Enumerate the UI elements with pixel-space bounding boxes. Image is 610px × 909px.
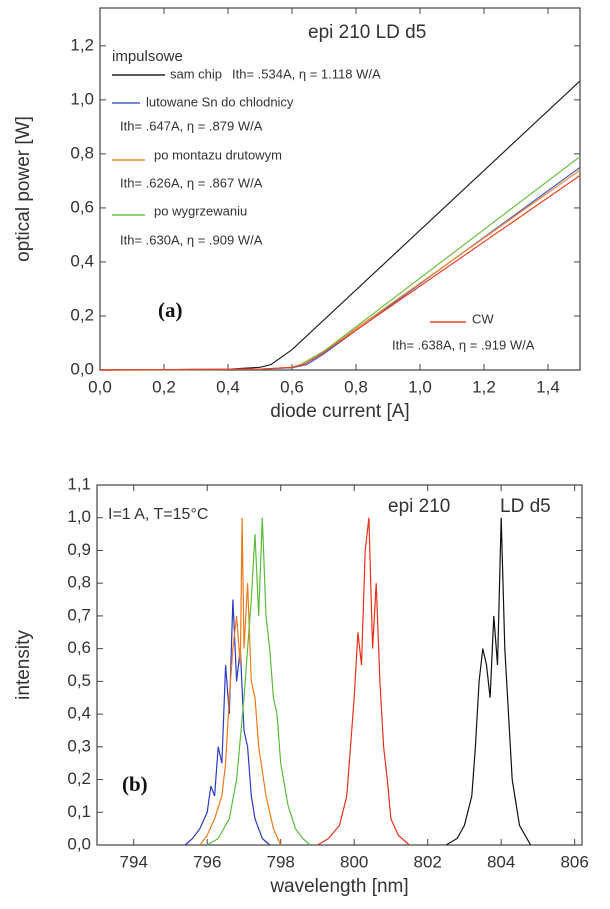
annotation: I=1 A, T=15°C [108,506,208,523]
legend-label: lutowane Sn do chlodnicy [146,94,294,109]
x-tick-label: 796 [193,852,221,871]
y-tick-label: 0,4 [67,704,91,723]
legend-annotation: Ith= .626A, η = .867 W/A [120,175,263,190]
y-tick-label: 0,2 [70,305,94,324]
legend-annotation: Ith= .534A, η = 1.118 W/A [232,66,381,81]
x-axis-label: wavelength [nm] [269,876,408,897]
legend-label: po wygrzewaniu [154,203,247,218]
y-tick-label: 0,6 [67,638,91,657]
chart-title: epi 210 [388,496,450,517]
y-tick-label: 0,6 [70,197,94,216]
x-tick-label: 0,8 [344,377,368,396]
legend-annotation: Ith= .647A, η = .879 W/A [120,118,263,133]
chart-title: epi 210 LD d5 [308,22,426,43]
y-tick-label: 0,9 [67,540,91,559]
y-tick-label: 0,2 [67,769,91,788]
data-line [184,599,271,846]
y-tick-label: 0,5 [67,671,91,690]
data-line [99,175,581,371]
y-tick-label: 1,0 [67,507,91,526]
y-tick-label: 1,2 [70,35,94,54]
x-tick-label: 806 [560,852,588,871]
legend-title: impulsowe [112,48,183,65]
legend-label: po montazu drutowym [154,147,282,162]
y-tick-label: 1,0 [70,89,94,108]
y-axis-label: intensity [13,630,34,700]
legend-annotation: Ith= .630A, η = .909 W/A [120,232,263,247]
y-tick-label: 1,1 [67,474,91,493]
y-tick-label: 0,8 [70,143,94,162]
legend-label: CW [472,311,494,326]
y-tick-label: 0,0 [70,359,94,378]
x-tick-label: 0,0 [88,377,112,396]
legend-annotation: Ith= .638A, η = .919 W/A [392,337,535,352]
y-tick-label: 0,8 [67,573,91,592]
x-tick-label: 1,2 [472,377,496,396]
panel-label: (b) [122,772,148,796]
x-tick-label: 798 [267,852,295,871]
x-tick-label: 1,4 [536,377,560,396]
x-tick-label: 0,4 [216,377,240,396]
x-tick-label: 802 [413,852,441,871]
data-line [317,517,410,846]
y-axis-label: optical power [W] [13,116,34,262]
y-tick-label: 0,0 [67,834,91,853]
x-tick-label: 804 [487,852,515,871]
y-tick-label: 0,1 [67,802,91,821]
x-tick-label: 800 [340,852,368,871]
legend-label: sam chip [170,66,222,81]
x-axis-label: diode current [A] [270,401,409,422]
x-tick-label: 0,6 [280,377,304,396]
data-line [206,517,311,846]
plot-frame [99,7,581,371]
x-tick-label: 1,0 [408,377,432,396]
chart-subtitle: LD d5 [500,496,551,517]
data-line [199,517,282,846]
x-tick-label: 794 [120,852,148,871]
y-tick-label: 0,7 [67,605,91,624]
data-line [445,517,532,846]
y-tick-label: 0,3 [67,736,91,755]
plot-frame [96,484,583,846]
x-tick-label: 0,2 [152,377,176,396]
y-tick-label: 0,4 [70,251,94,270]
panel-label: (a) [158,298,183,322]
